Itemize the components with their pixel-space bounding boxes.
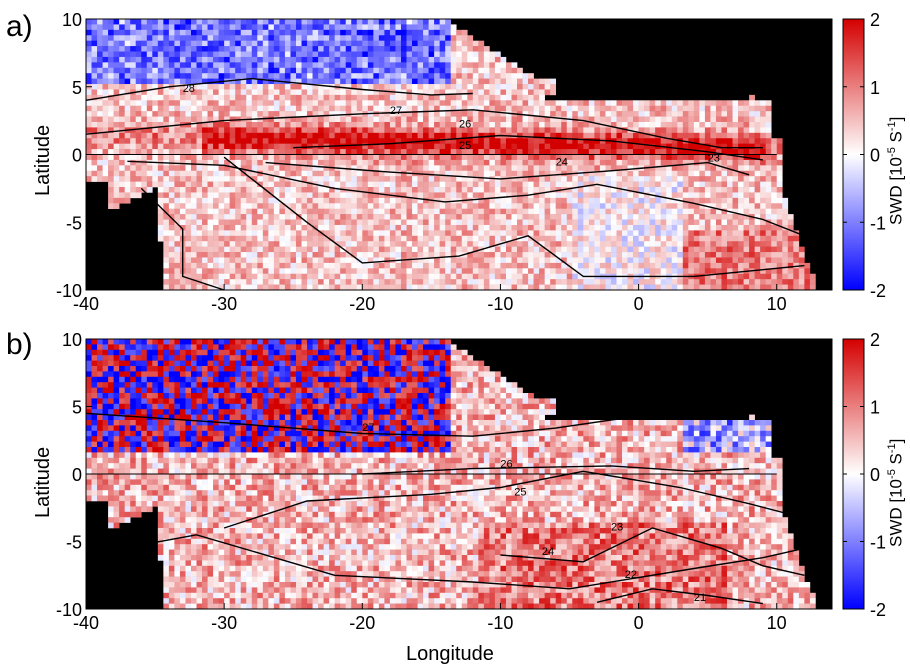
sst-contours <box>85 77 805 291</box>
panel-b: b) Latitude 27 26 25 24 23 22 21 10 5 0 -5 -10 -40 -3… <box>0 322 910 669</box>
contour-label: 21 <box>694 592 706 604</box>
contour-label: 28 <box>183 83 195 95</box>
colorbar-tick-label: 1 <box>870 398 880 418</box>
colorbar-tick-label: 0 <box>870 146 880 166</box>
panel-a: a) Latitude 28 27 26 25 24 23 10 5 0 -5 -10 -40 -30-… <box>0 0 910 310</box>
y-tick-label: -10 <box>56 281 82 301</box>
colorbar-tick-label: -2 <box>870 281 886 301</box>
colorbar-tick-label: -1 <box>870 533 886 553</box>
x-tick-label: -20 <box>349 294 375 310</box>
y-tick-label: -10 <box>56 600 82 620</box>
panel-letter: a) <box>6 10 33 43</box>
contour-label: 24 <box>556 156 568 168</box>
y-tick-label: 0 <box>72 146 82 166</box>
colorbar-label: SWD [10-5 S-1] <box>886 438 906 547</box>
x-tick-label: 0 <box>634 613 644 633</box>
x-tick-label: -40 <box>73 613 99 633</box>
contour-label: 27 <box>362 422 374 434</box>
x-tick-label: -10 <box>487 613 513 633</box>
x-tick-label: -40 <box>73 294 99 310</box>
x-tick-label: -20 <box>349 613 375 633</box>
colorbar-label: SWD [10-5 S-1] <box>886 116 906 225</box>
colorbar-tick-label: -2 <box>870 600 886 620</box>
x-tick-label: 0 <box>634 294 644 310</box>
x-tick-label: -30 <box>211 613 237 633</box>
colorbar-tick-label: -1 <box>870 213 886 233</box>
swd-field <box>86 339 816 610</box>
contour-label: 25 <box>459 140 471 152</box>
x-axis-label: Longitude <box>406 643 494 665</box>
contour-label: 26 <box>500 458 512 470</box>
y-tick-label: 5 <box>72 398 82 418</box>
colorbar-tick-label: 1 <box>870 78 880 98</box>
colorbar-tick-label: 0 <box>870 465 880 485</box>
contour-label: 23 <box>708 152 720 164</box>
colorbar-tick-label: 2 <box>870 330 880 350</box>
y-tick-label: 10 <box>62 330 82 350</box>
y-tick-label: -5 <box>66 533 82 553</box>
contour-label: 23 <box>611 522 623 534</box>
colorbar-tick-label: 2 <box>870 10 880 30</box>
x-tick-label: -10 <box>487 294 513 310</box>
contour-label: 27 <box>390 105 402 117</box>
contour-label: 25 <box>514 487 526 499</box>
x-tick-label: -30 <box>211 294 237 310</box>
y-tick-label: 5 <box>72 78 82 98</box>
x-tick-label: 10 <box>767 294 787 310</box>
sst-contours <box>85 408 805 605</box>
contour-label: 26 <box>459 118 471 130</box>
y-tick-label: 0 <box>72 465 82 485</box>
x-tick-label: 10 <box>767 613 787 633</box>
y-tick-label: -5 <box>66 213 82 233</box>
contour-label: 22 <box>625 569 637 581</box>
contour-label: 24 <box>542 546 554 558</box>
swd-field <box>86 19 816 291</box>
y-tick-label: 10 <box>62 10 82 30</box>
panel-letter: b) <box>6 328 33 361</box>
